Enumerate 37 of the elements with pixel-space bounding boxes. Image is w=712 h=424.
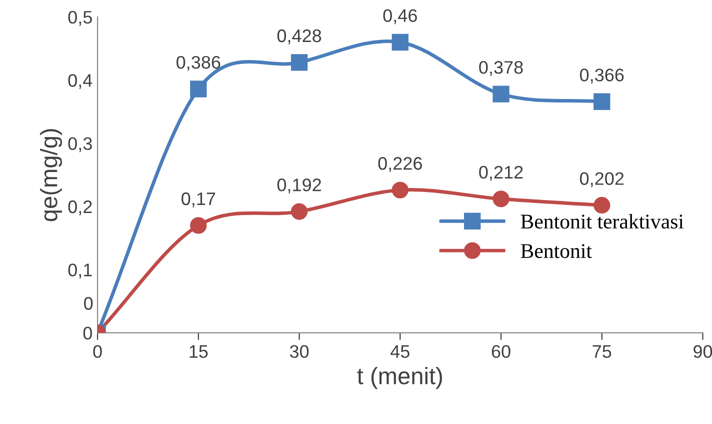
- x-tick-label: 45: [390, 345, 410, 358]
- data-label: 0,192: [277, 178, 321, 194]
- y-tick-label: 0: [83, 326, 92, 340]
- point: [290, 203, 308, 220]
- x-tick-label: 75: [592, 345, 612, 358]
- y-tick-label: 0,2: [68, 200, 92, 216]
- point: [392, 34, 408, 51]
- y-tick-label: 0,4: [68, 74, 92, 89]
- legend-label: Bentonit teraktivasi: [520, 214, 684, 229]
- point: [392, 182, 408, 198]
- y-tick-label: 0,5: [68, 10, 92, 26]
- point: [190, 217, 207, 234]
- data-label: 0,226: [378, 157, 422, 172]
- point: [190, 80, 207, 98]
- data-label: 0,366: [580, 68, 624, 84]
- y-axis-title: qe(mg/g): [40, 129, 62, 222]
- point: [594, 196, 610, 214]
- x-tick-label: 60: [492, 345, 510, 358]
- point: [594, 93, 610, 110]
- data-label: 0,17: [182, 192, 216, 208]
- data-label: 0,212: [479, 166, 523, 181]
- data-label: 0,202: [580, 172, 624, 188]
- data-label: 0,386: [176, 56, 220, 71]
- data-label: 0,428: [277, 29, 322, 44]
- x-tick-label: 30: [290, 345, 309, 358]
- legend-label: Bentonit: [520, 244, 592, 258]
- point: [492, 190, 510, 208]
- x-tick-label: 15: [190, 345, 208, 358]
- x-tick-label: 90: [694, 345, 712, 358]
- data-label: 0,46: [383, 9, 417, 24]
- point: [492, 86, 510, 102]
- data-label: 0,378: [479, 61, 523, 76]
- x-axis-title: t (menit): [357, 367, 442, 390]
- point: [290, 54, 308, 71]
- x-tick-label: 0: [93, 345, 102, 358]
- y-tick-label: 0,3: [68, 137, 92, 152]
- y-tick-label: 0,1: [68, 264, 92, 279]
